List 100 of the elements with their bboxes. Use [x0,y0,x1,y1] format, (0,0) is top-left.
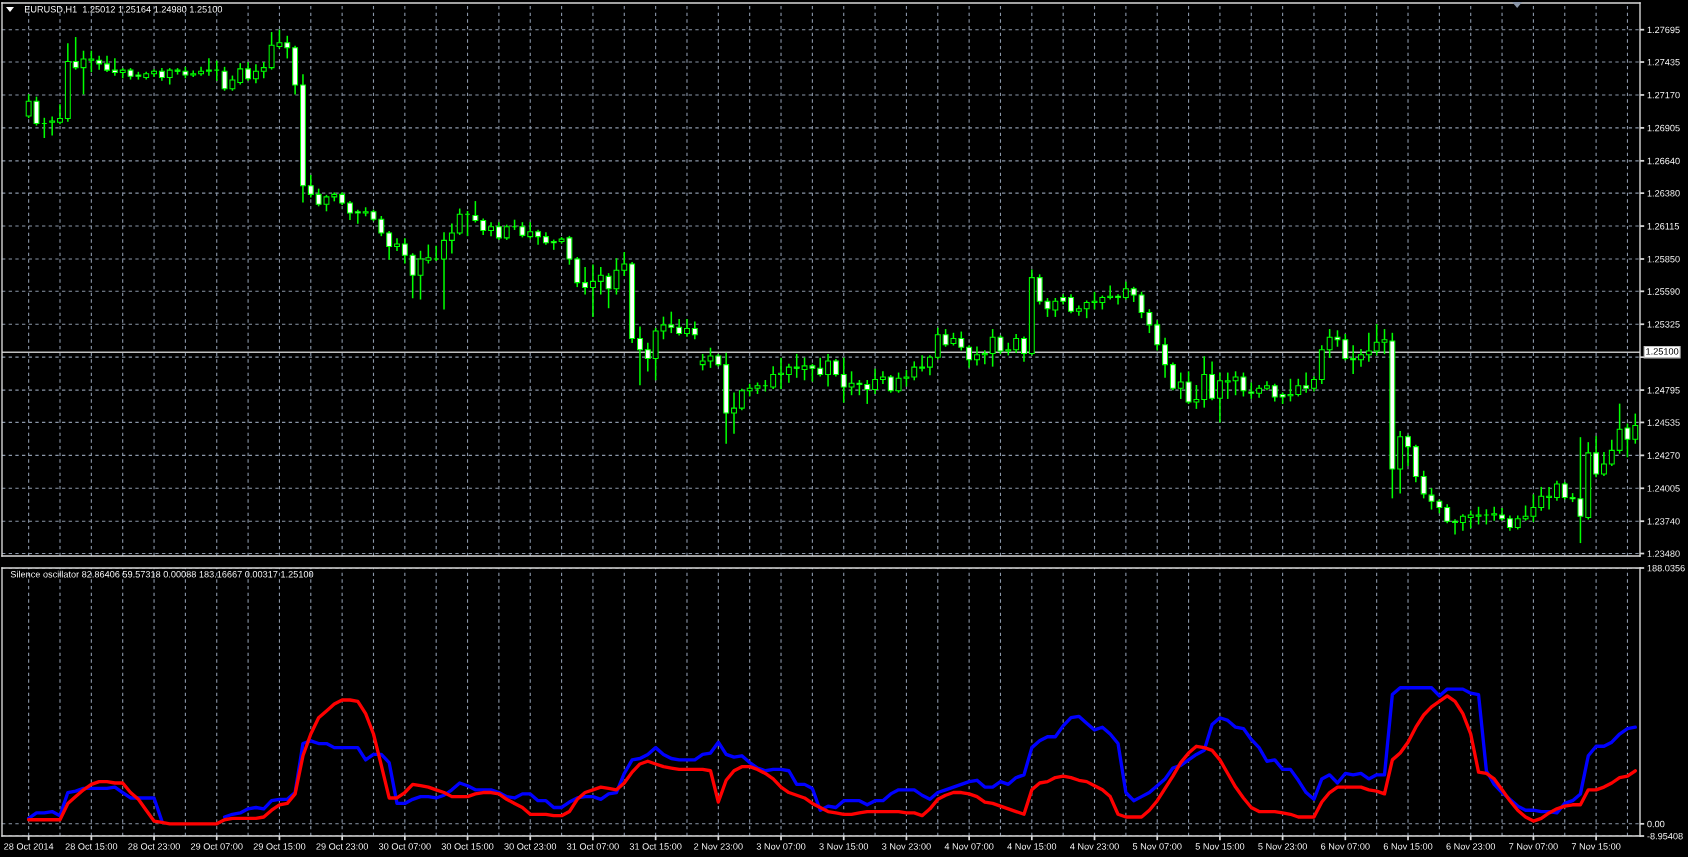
x-tick-label: 5 Nov 23:00 [1258,843,1307,850]
candlestick [1115,294,1121,305]
candlestick [448,223,455,254]
candlestick [926,355,933,376]
x-tick-label: 4 Nov 07:00 [944,843,994,850]
y-tick-label: 1.27170 [1647,91,1680,99]
candlestick [151,69,157,78]
candlestick [582,266,589,295]
y-tick-label: 1.27435 [1647,58,1680,66]
candlestick [1263,381,1270,391]
x-tick-label: 7 Nov 07:00 [1509,843,1558,850]
candlestick [597,266,604,295]
candlestick [1452,519,1458,535]
y-tick-label: 188.0356 [1647,564,1685,572]
y-tick-label: 1.25590 [1647,288,1680,295]
ref-line-label: 1.25100 [1646,348,1679,355]
candlestick [1499,508,1506,521]
x-tick-label: 30 Oct 07:00 [378,843,431,850]
candlestick [1224,372,1231,399]
y-tick-label: 1.24535 [1647,419,1680,426]
x-tick-label: 4 Nov 23:00 [1070,843,1119,850]
x-tick-label: 6 Nov 15:00 [1383,843,1433,850]
candlestick [1216,372,1223,423]
y-tick-label: 1.26640 [1647,157,1680,165]
candlestick [1303,372,1310,393]
x-tick-label: 30 Oct 23:00 [504,843,557,850]
candlestick [237,63,244,85]
candlestick [644,342,651,372]
candlestick [1162,337,1169,378]
candlestick [205,58,212,76]
y-tick-label: 1.24795 [1647,387,1680,394]
candlestick [919,355,926,372]
x-tick-label: 3 Nov 23:00 [882,843,931,850]
x-tick-label: 30 Oct 15:00 [441,843,494,850]
candlestick [1107,285,1114,300]
candlestick [96,55,103,70]
candlestick [456,208,463,235]
x-tick-label: 6 Nov 07:00 [1321,843,1370,850]
candlestick [198,66,205,76]
candlestick [778,357,784,390]
candlestick [1358,348,1364,367]
candlestick [1593,435,1600,478]
candlestick [433,245,440,262]
candlestick [1491,506,1498,521]
candlestick [1154,320,1161,351]
candlestick [684,319,690,337]
candlestick [872,368,879,394]
candlestick [307,174,314,198]
candlestick [441,232,447,310]
candlestick [981,350,988,365]
candlestick [934,327,941,360]
candlestick [825,353,831,387]
candlestick [864,380,871,404]
y-tick-label: 1.25325 [1647,321,1680,328]
x-tick-label: 3 Nov 15:00 [819,843,869,850]
candlestick [394,238,400,252]
y-tick-label: 1.23740 [1647,518,1680,525]
candlestick [527,222,534,239]
candlestick [401,238,408,264]
y-tick-label: -8.95408 [1647,832,1683,840]
candlestick [260,61,267,79]
candlestick [1365,332,1372,362]
candlestick [111,58,118,76]
x-tick-label: 29 Oct 07:00 [190,843,243,850]
candlestick [472,201,479,223]
chart-title: EURUSD,H1 1.25012 1.25164 1.24980 1.25100 [24,6,223,14]
x-tick-label: 3 Nov 07:00 [756,843,806,850]
y-tick-label: 1.26115 [1647,222,1680,230]
candlestick [57,104,63,125]
x-tick-label: 28 Oct 23:00 [128,843,180,850]
candlestick [1553,480,1560,501]
x-tick-label: 5 Nov 07:00 [1132,843,1182,850]
candlestick [1209,361,1216,401]
candlestick [213,60,220,81]
candlestick [1075,305,1082,316]
y-tick-label: 1.23480 [1647,550,1680,557]
candlestick [550,239,557,250]
x-tick-label: 4 Nov 15:00 [1007,843,1057,850]
x-tick-label: 2 Nov 23:00 [694,843,743,850]
candlestick [1546,486,1553,510]
x-tick-label: 5 Nov 15:00 [1195,843,1245,850]
y-tick-label: 1.26905 [1647,124,1680,132]
candlestick [1608,439,1615,467]
candlestick [1538,486,1545,511]
candlestick [1405,434,1411,467]
x-tick-label: 28 Oct 15:00 [65,843,118,850]
x-tick-label: 6 Nov 23:00 [1446,843,1496,850]
x-tick-label: 31 Oct 07:00 [567,843,619,850]
x-tick-label: 31 Oct 15:00 [629,843,682,850]
y-tick-label: 1.25850 [1647,255,1680,263]
y-tick-label: 0.00 [1647,820,1665,828]
candlestick [738,388,745,411]
candlestick [589,264,596,317]
candlestick [770,366,777,390]
candlestick [354,209,361,224]
candlestick [966,345,973,368]
y-tick-label: 1.24270 [1647,452,1680,459]
x-tick-label: 29 Oct 23:00 [316,843,369,850]
x-tick-label: 29 Oct 15:00 [253,843,306,850]
candlestick [731,392,737,434]
